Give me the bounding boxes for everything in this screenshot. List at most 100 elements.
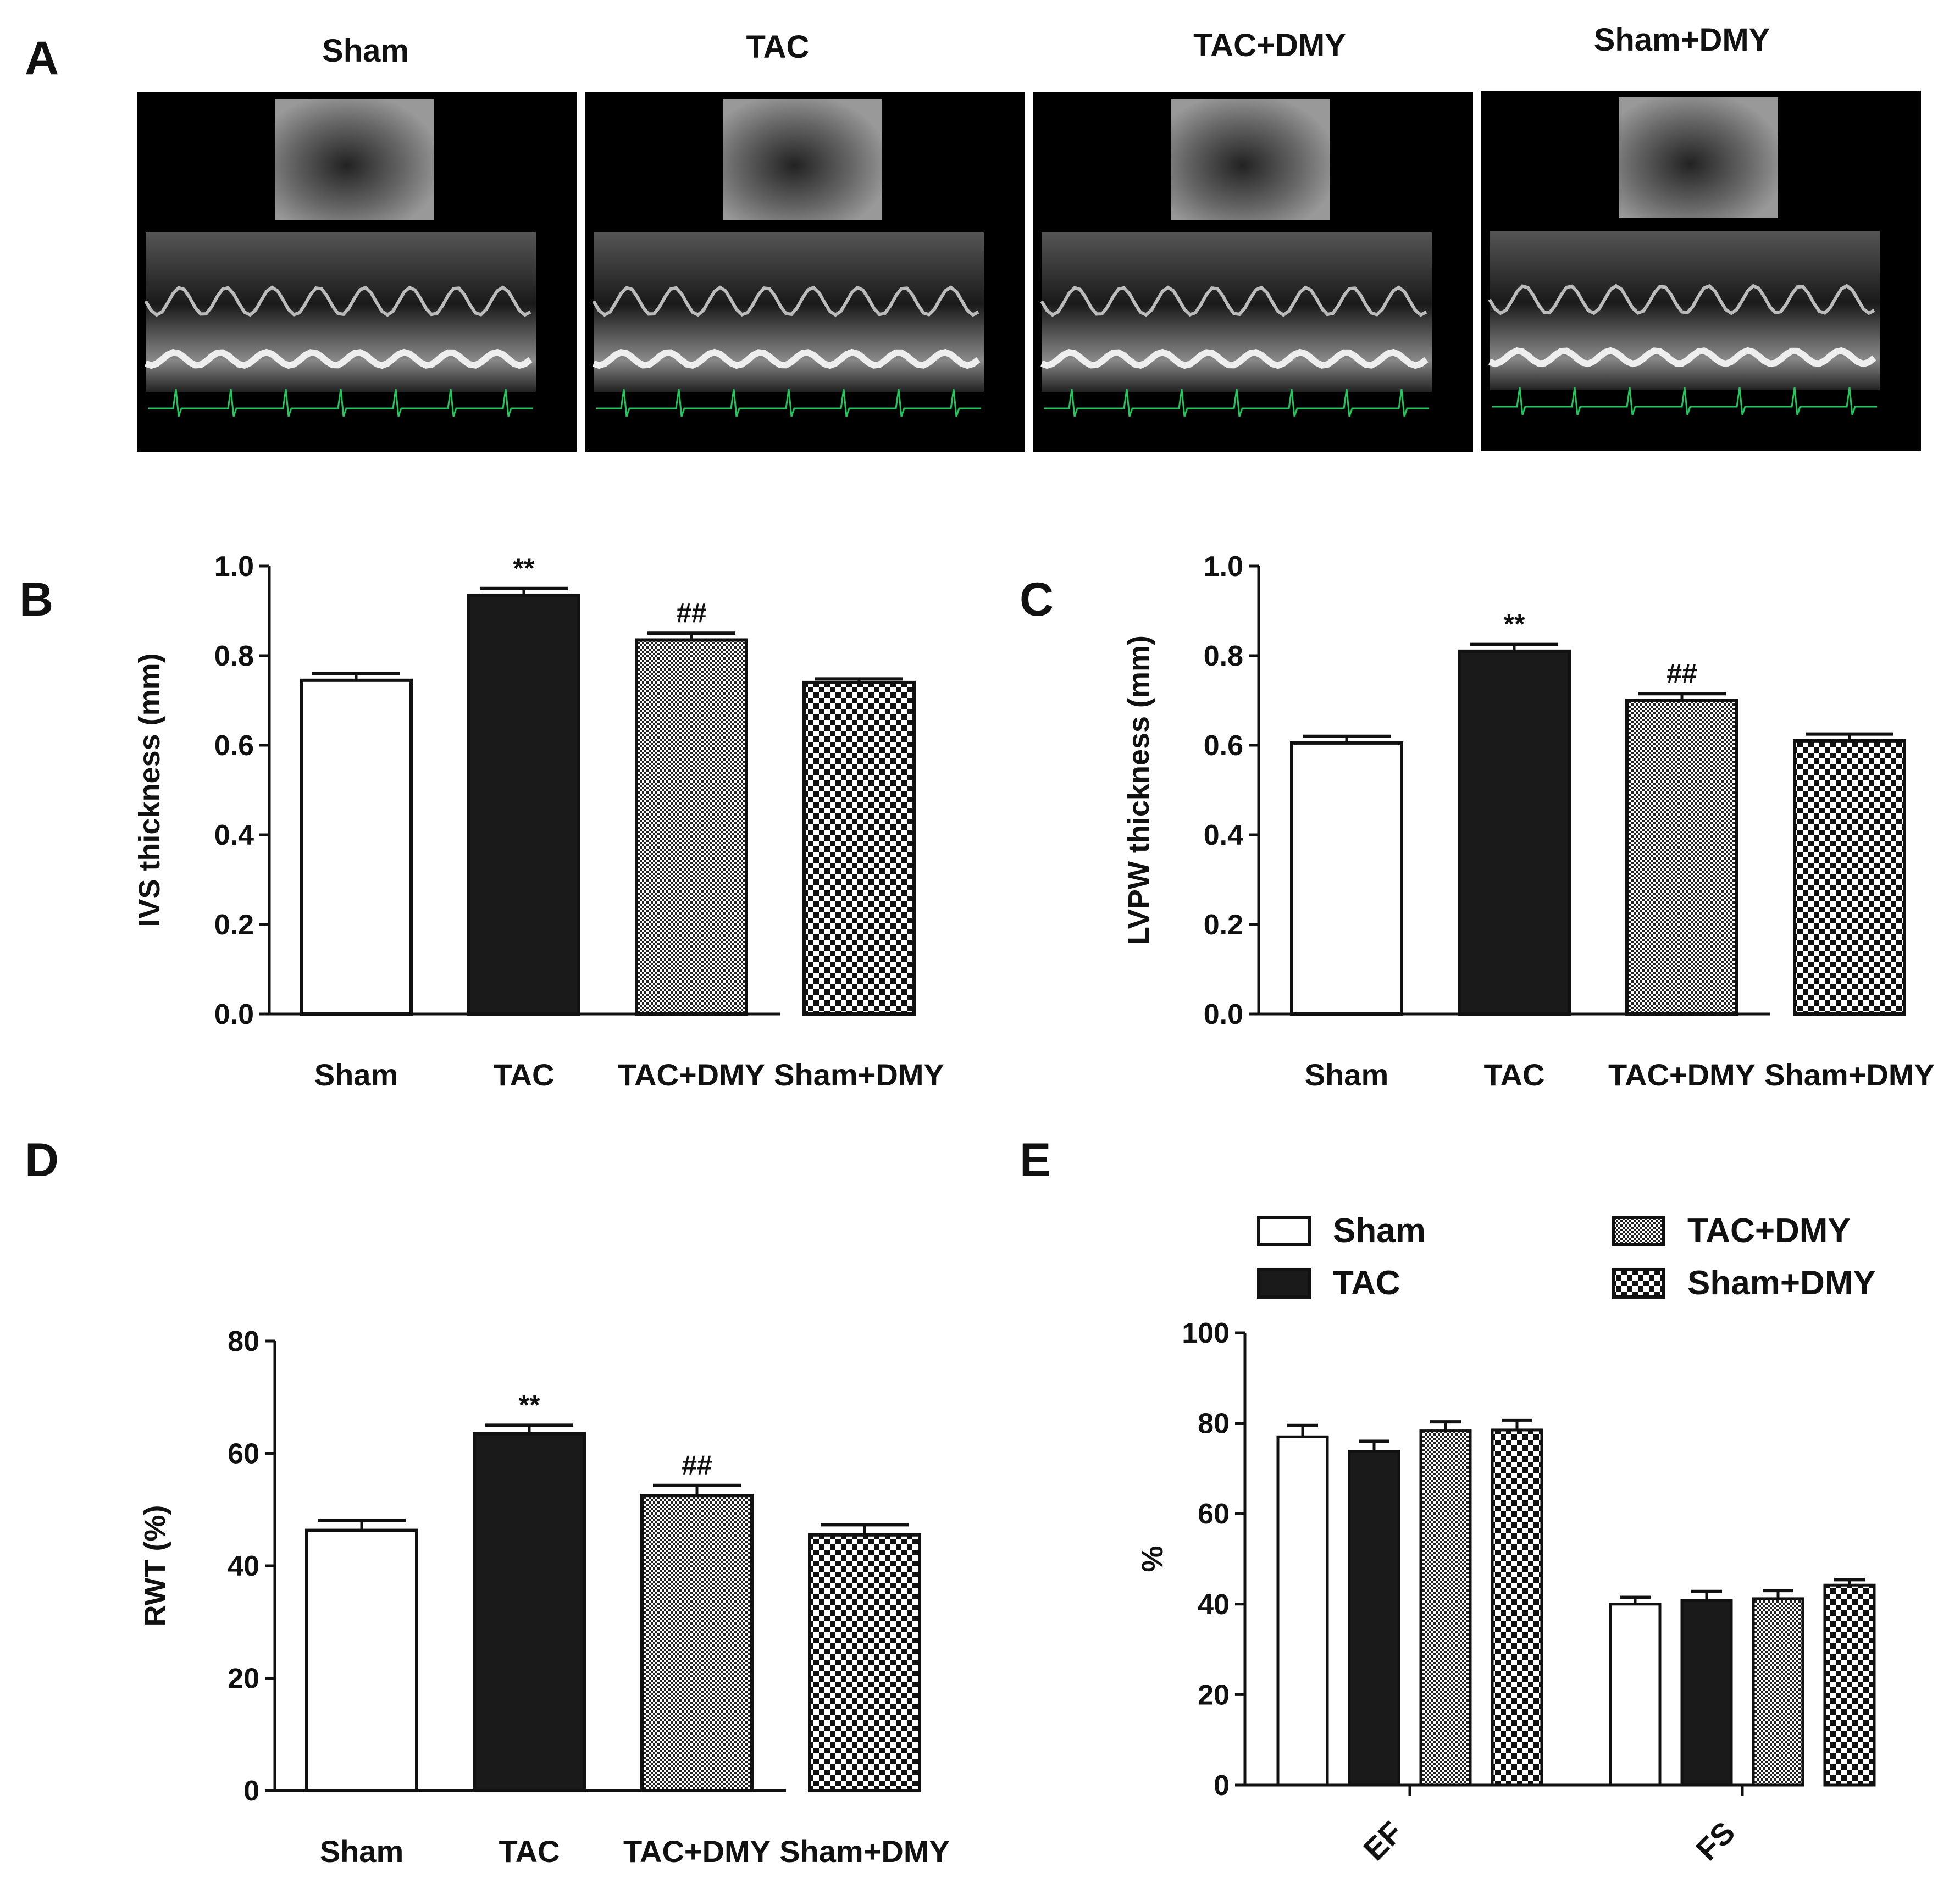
legend-label-sham-dmy: Sham+DMY <box>1687 1264 1876 1302</box>
y-tick-label: 20 <box>228 1663 259 1695</box>
legend-swatch-tac <box>1257 1268 1311 1299</box>
echo-panel: Sham TAC TAC+DMY Sham+DMY <box>137 22 1921 452</box>
bar-tac-dmy <box>640 1494 754 1792</box>
category-label-tac: TAC <box>1484 1057 1545 1092</box>
legend-label-tac: TAC <box>1333 1264 1400 1302</box>
echo-image-tac <box>585 92 1025 452</box>
bar-sham-dmy <box>1793 739 1906 1016</box>
category-label-tac: TAC <box>499 1834 560 1869</box>
legend-swatch-tac-dmy <box>1612 1216 1665 1246</box>
significance-label: ## <box>1666 658 1697 689</box>
legend-swatch-sham-dmy <box>1612 1268 1665 1299</box>
echo-image-tac-dmy <box>1033 92 1473 452</box>
echo-2d-view <box>275 99 434 220</box>
significance-label: ** <box>1504 609 1525 640</box>
y-tick-label: 0 <box>1214 1770 1230 1802</box>
legend-swatch-sham <box>1257 1216 1311 1246</box>
bar-sham-dmy <box>802 680 916 1016</box>
panel-letter-d: D <box>25 1134 59 1187</box>
echo-wall-trace <box>1488 347 1876 368</box>
panel-letter-e: E <box>1020 1134 1051 1187</box>
echo-wall-trace <box>145 348 533 369</box>
echo-image-sham <box>137 92 577 452</box>
ecg-trace <box>1492 387 1877 415</box>
category-label-sham: Sham <box>314 1057 398 1092</box>
ecg-trace <box>148 389 533 417</box>
category-label-tac: TAC <box>494 1057 555 1092</box>
category-label-fs: FS <box>1689 1815 1741 1867</box>
echo-2d-view <box>1171 99 1330 220</box>
y-tick-label: 80 <box>1198 1408 1230 1440</box>
legend-label-sham: Sham <box>1333 1212 1426 1250</box>
y-tick-label: 0 <box>243 1775 259 1807</box>
echo-2d-view <box>723 99 882 220</box>
y-tick-label: 1.0 <box>1204 551 1243 583</box>
bar-sham-dmy <box>808 1533 921 1792</box>
echo-wall-trace <box>593 348 981 369</box>
y-tick-label: 40 <box>228 1550 259 1582</box>
chart-rwt: 0 20 40 60 80 RWT (%) Sham TAC ** TAC+DMY ## Sham+D… <box>139 1326 950 1869</box>
bar-tac-dmy <box>635 638 748 1016</box>
echo-title-sham: Sham <box>322 33 409 69</box>
echo-image-sham-dmy <box>1481 91 1921 451</box>
y-axis-title: % <box>1136 1545 1169 1572</box>
bar-ef-tac-dmy <box>1419 1429 1472 1787</box>
y-tick-label: 0.2 <box>1204 909 1243 941</box>
echo-2d-view <box>1619 97 1778 218</box>
ecg-trace <box>1044 389 1429 417</box>
y-axis-title: IVS thickness (mm) <box>133 653 166 927</box>
bar-tac <box>467 593 580 1016</box>
bar-sham <box>300 678 413 1016</box>
y-tick-label: 0.0 <box>1204 999 1243 1030</box>
panel-letter-b: B <box>19 573 53 626</box>
y-tick-label: 80 <box>228 1326 259 1357</box>
echo-wall-trace <box>1040 348 1429 369</box>
significance-label: ## <box>676 597 707 628</box>
echo-wall-trace <box>1040 285 1427 317</box>
y-axis-title: LVPW thickness (mm) <box>1122 635 1155 945</box>
y-tick-label: 0.8 <box>1204 640 1243 672</box>
category-label-sham: Sham <box>320 1834 404 1869</box>
y-tick-label: 0.8 <box>214 640 254 672</box>
y-tick-label: 0.6 <box>214 730 254 762</box>
category-label-tac-dmy: TAC+DMY <box>1608 1057 1756 1092</box>
bar-ef-sham <box>1276 1435 1329 1787</box>
y-tick-label: 0.6 <box>1204 730 1243 762</box>
y-tick-label: 20 <box>1198 1679 1230 1711</box>
bar-fs-tac-dmy <box>1752 1597 1804 1787</box>
echo-title-tac-dmy: TAC+DMY <box>1193 27 1346 63</box>
y-tick-label: 100 <box>1182 1317 1230 1349</box>
y-tick-label: 0.2 <box>214 909 254 941</box>
chart-lvpw-thickness: 0.0 0.2 0.4 0.6 0.8 1.0 LVPW thickness (mm) Sha… <box>1122 551 1935 1092</box>
bar-ef-sham-dmy <box>1491 1428 1543 1787</box>
echo-wall-trace <box>592 285 979 317</box>
y-tick-label: 0.0 <box>214 999 254 1030</box>
bar-tac-dmy <box>1625 699 1738 1016</box>
bar-sham <box>1290 741 1403 1016</box>
y-tick-label: 60 <box>228 1438 259 1470</box>
legend-label-tac-dmy: TAC+DMY <box>1687 1212 1851 1250</box>
bar-fs-sham-dmy <box>1823 1583 1876 1787</box>
ecg-trace <box>596 389 981 417</box>
bar-tac <box>473 1432 586 1792</box>
bar-sham <box>305 1528 418 1793</box>
significance-label: ** <box>519 1389 540 1420</box>
echo-wall-trace <box>144 285 531 317</box>
chart-ivs-thickness: 0.0 0.2 0.4 0.6 0.8 1.0 IVS thickness (mm) Sham… <box>133 551 944 1092</box>
y-tick-label: 60 <box>1198 1498 1230 1530</box>
category-label-ef: EF <box>1357 1815 1409 1867</box>
chart-ef-fs: 0 20 40 60 80 100% EF FS Sham TAC TAC+DMY Sham+DMY <box>1136 1212 1876 1867</box>
y-tick-label: 0.4 <box>214 819 254 851</box>
category-label-tac-dmy: TAC+DMY <box>618 1057 765 1092</box>
echo-title-sham-dmy: Sham+DMY <box>1594 22 1770 58</box>
panel-letter-a: A <box>25 32 59 85</box>
significance-label: ## <box>682 1450 712 1481</box>
category-label-sham-dmy: Sham+DMY <box>779 1834 950 1869</box>
y-tick-label: 40 <box>1198 1589 1230 1621</box>
bar-ef-tac <box>1348 1450 1400 1787</box>
y-tick-label: 1.0 <box>214 551 254 583</box>
bar-fs-tac <box>1680 1599 1733 1787</box>
y-axis-title: RWT (%) <box>139 1505 171 1627</box>
echo-wall-trace <box>1488 284 1875 315</box>
